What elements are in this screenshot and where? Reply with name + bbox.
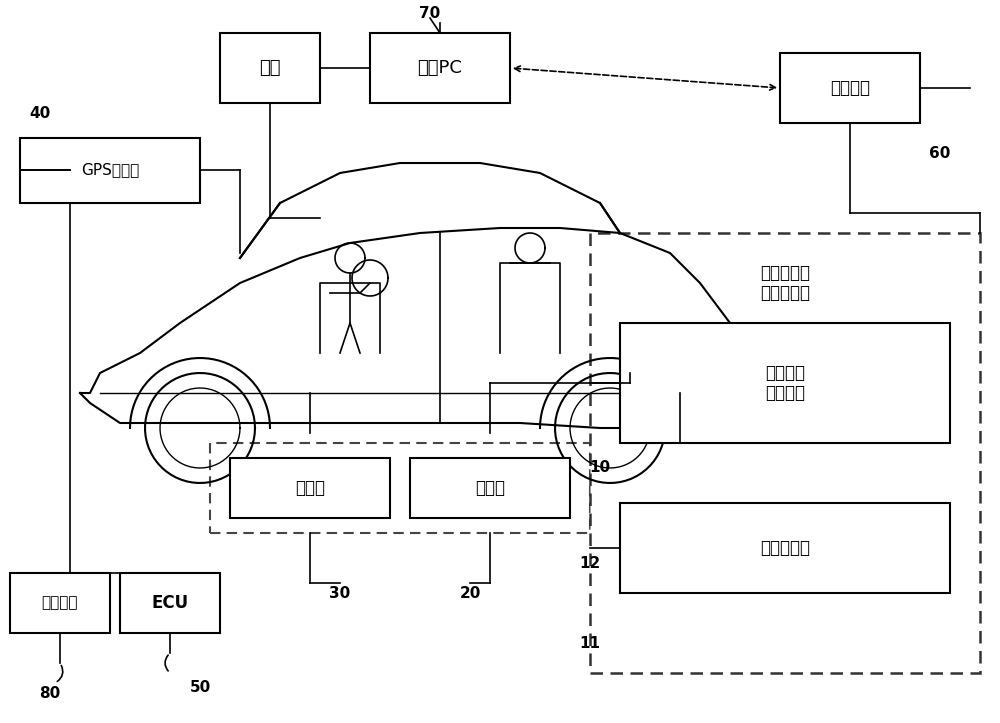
FancyBboxPatch shape [410, 458, 570, 518]
FancyBboxPatch shape [780, 53, 920, 123]
Text: 12: 12 [579, 555, 601, 570]
Text: 20: 20 [459, 586, 481, 601]
Text: 10: 10 [589, 461, 611, 476]
Text: 加速计: 加速计 [295, 479, 325, 497]
FancyBboxPatch shape [20, 138, 200, 203]
Text: 相机: 相机 [259, 59, 281, 77]
Text: 系统主体: 系统主体 [830, 79, 870, 97]
Text: 麦克风: 麦克风 [475, 479, 505, 497]
FancyBboxPatch shape [220, 33, 320, 103]
FancyBboxPatch shape [620, 503, 950, 593]
Text: 道路表面
测量相机: 道路表面 测量相机 [765, 364, 805, 403]
Text: 60: 60 [929, 145, 951, 161]
FancyBboxPatch shape [210, 443, 590, 533]
Text: 触发开关: 触发开关 [42, 596, 78, 610]
FancyBboxPatch shape [120, 573, 220, 633]
Text: 70: 70 [419, 6, 441, 20]
Text: 40: 40 [29, 106, 51, 121]
Text: GPS接收器: GPS接收器 [81, 163, 139, 178]
Text: 50: 50 [189, 680, 211, 696]
Text: 80: 80 [39, 685, 61, 701]
Text: 平板PC: 平板PC [418, 59, 462, 77]
FancyBboxPatch shape [620, 323, 950, 443]
FancyBboxPatch shape [10, 573, 110, 633]
Text: 30: 30 [329, 586, 351, 601]
Text: 11: 11 [580, 636, 600, 651]
Text: ECU: ECU [151, 594, 189, 612]
FancyBboxPatch shape [230, 458, 390, 518]
FancyBboxPatch shape [370, 33, 510, 103]
FancyBboxPatch shape [590, 233, 980, 673]
Text: 道路表面轮
廓测量单元: 道路表面轮 廓测量单元 [760, 264, 810, 302]
Text: 激光传感器: 激光传感器 [760, 539, 810, 557]
